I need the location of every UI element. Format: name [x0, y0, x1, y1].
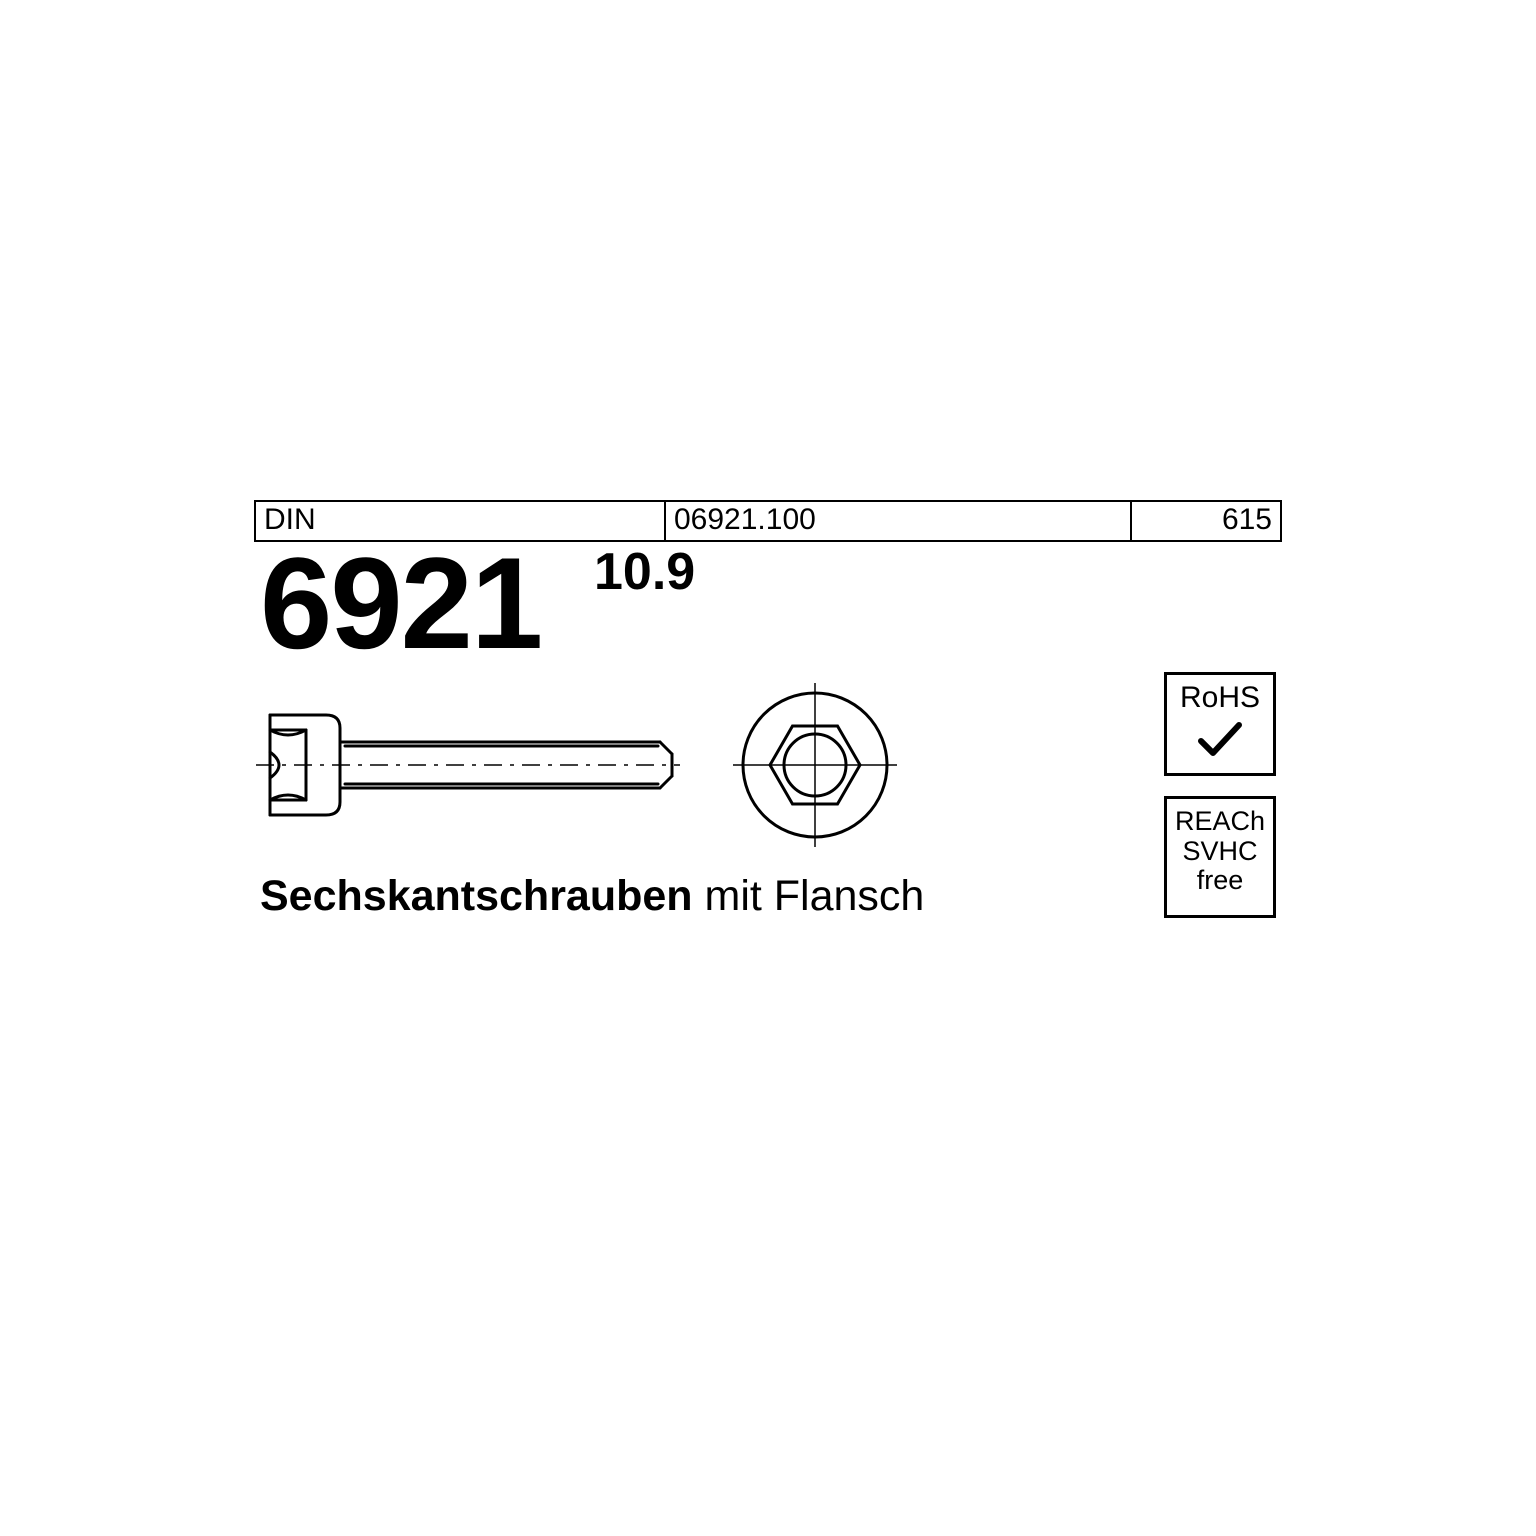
- datasheet: DIN 06921.100 615 6921 10.9: [254, 500, 1282, 1020]
- standard-number: 6921: [260, 528, 541, 678]
- rohs-badge: RoHS: [1164, 672, 1276, 776]
- description-rest: mit Flansch: [693, 872, 925, 920]
- reach-line3: free: [1167, 866, 1273, 896]
- description: Sechskantschrauben mit Flansch: [260, 872, 924, 921]
- technical-drawing: [260, 680, 1020, 850]
- rohs-label: RoHS: [1180, 681, 1260, 714]
- reach-badge: REACh SVHC free: [1164, 796, 1276, 918]
- strength-grade: 10.9: [594, 542, 695, 602]
- reach-line1: REACh: [1167, 807, 1273, 837]
- check-icon: [1195, 717, 1245, 761]
- header-cell-code: 06921.100: [666, 502, 1132, 540]
- reach-line2: SVHC: [1167, 837, 1273, 867]
- description-bold: Sechskantschrauben: [260, 872, 693, 920]
- header-cell-page: 615: [1132, 502, 1280, 540]
